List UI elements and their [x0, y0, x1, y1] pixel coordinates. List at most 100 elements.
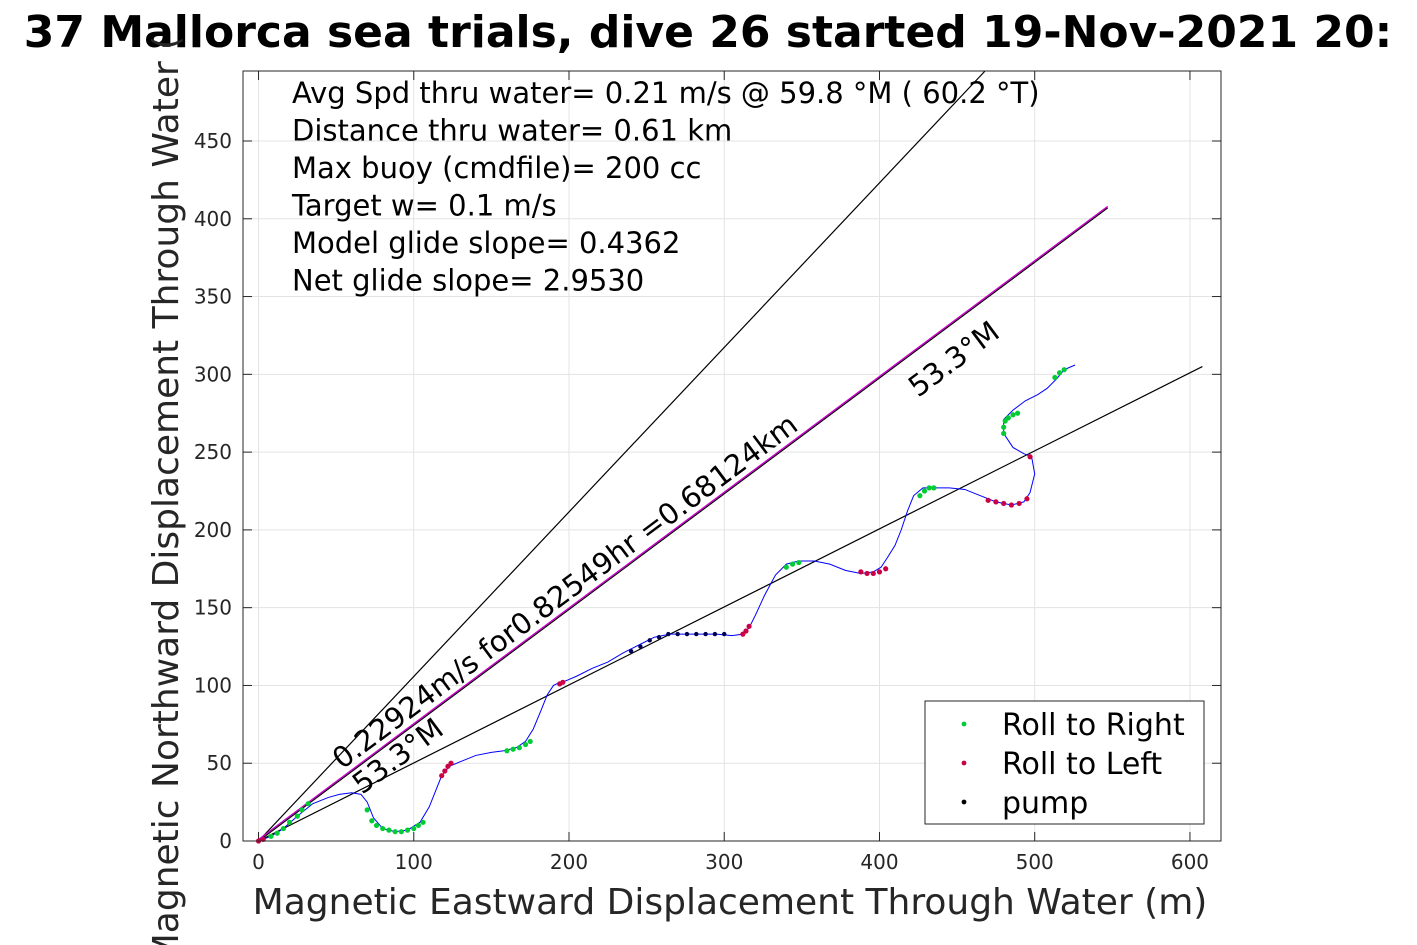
- stats-line: Distance thru water= 0.61 km: [292, 114, 732, 148]
- roll-left-point: [876, 569, 883, 575]
- pump-point: [628, 649, 634, 654]
- roll-left-point: [883, 566, 889, 572]
- roll-right-point: [510, 746, 516, 752]
- pump-point: [684, 631, 690, 637]
- roll-right-point: [415, 822, 422, 829]
- roll-right-point: [386, 827, 392, 833]
- y-tick-label: 450: [194, 129, 232, 153]
- x-tick-label: 200: [550, 850, 588, 874]
- roll-right-point: [373, 822, 380, 829]
- roll-right-point: [392, 829, 398, 835]
- roll-right-point: [796, 559, 802, 566]
- roll-right-point: [380, 825, 386, 832]
- roll-left-point: [442, 768, 448, 774]
- roll-left-point: [864, 570, 870, 577]
- roll-right-point: [411, 825, 417, 832]
- stats-line: Avg Spd thru water= 0.21 m/s @ 59.8 °M (…: [292, 76, 1040, 110]
- x-tick-label: 0: [252, 850, 265, 874]
- y-tick-label: 250: [194, 440, 232, 464]
- roll-right-point: [921, 488, 928, 494]
- y-tick-label: 150: [194, 596, 232, 620]
- reference-line: [258, 70, 986, 842]
- stats-line: Model glide slope= 0.4362: [292, 226, 680, 260]
- y-tick-label: 100: [194, 673, 232, 697]
- roll-left-point: [746, 623, 752, 629]
- roll-right-point: [527, 738, 533, 745]
- y-tick-label: 300: [194, 362, 232, 386]
- model-glide-line: [258, 205, 1109, 841]
- pump-point: [712, 631, 718, 637]
- roll-left-point: [743, 628, 749, 634]
- roll-left-point: [1001, 500, 1007, 507]
- roll-right-point: [789, 561, 796, 567]
- pump-point: [703, 631, 708, 637]
- roll-right-point: [1010, 412, 1016, 418]
- x-tick-label: 300: [705, 850, 743, 874]
- y-tick-label: 400: [194, 207, 232, 231]
- marker-layer: [255, 367, 1067, 844]
- reference-line: [258, 207, 1109, 842]
- roll-left-point: [448, 760, 454, 766]
- roll-right-point: [305, 801, 311, 807]
- plot-frame: [242, 70, 1222, 842]
- roll-right-point: [522, 741, 529, 748]
- stats-line: Target w= 0.1 m/s: [291, 189, 557, 223]
- legend-label: Roll to Left: [1002, 747, 1162, 782]
- roll-left-point: [1024, 496, 1030, 502]
- y-tick-label: 200: [194, 518, 232, 542]
- roll-right-point: [286, 819, 293, 825]
- reference-line: [258, 366, 1203, 842]
- roll-right-point: [1005, 415, 1011, 421]
- legend-label: Roll to Right: [1002, 708, 1185, 743]
- roll-right-point: [917, 493, 923, 499]
- x-tick-label: 600: [1171, 850, 1209, 874]
- y-axis-label: Magnetic Northward Displacement Through …: [146, 36, 187, 945]
- x-tick-label: 100: [395, 850, 433, 874]
- roll-right-point: [268, 833, 274, 839]
- pump-point: [722, 631, 727, 637]
- roll-left-point: [1008, 502, 1015, 508]
- y-tick-label: 50: [207, 751, 232, 775]
- x-tick-label: 400: [860, 850, 898, 874]
- roll-right-point: [299, 807, 305, 813]
- roll-right-point: [1052, 374, 1058, 381]
- x-tick-label: 500: [1016, 850, 1054, 874]
- axis-ticks: 0 100 200 300 400 500 600 0 50 100 150 200 250 300 350…: [194, 71, 1221, 874]
- pump-point: [647, 638, 652, 643]
- pump-point: [694, 631, 699, 637]
- legend-marker: [961, 721, 967, 727]
- pump-point: [666, 631, 671, 637]
- chart-title: 37 Mallorca sea trials, dive 26 started …: [24, 7, 1392, 58]
- pump-point: [656, 635, 662, 640]
- roll-right-point: [369, 818, 375, 824]
- roll-right-point: [1001, 424, 1007, 430]
- stats-line: Max buoy (cmdfile)= 200 cc: [292, 151, 701, 185]
- stats-block: Avg Spd thru water= 0.21 m/s @ 59.8 °M (…: [291, 76, 1040, 298]
- roll-right-point: [516, 745, 522, 751]
- roll-left-point: [870, 570, 876, 577]
- legend-marker: [961, 760, 967, 766]
- roll-left-point: [560, 679, 566, 685]
- roll-right-point: [280, 825, 286, 832]
- legend: Roll to Right Roll to Left pump: [924, 700, 1205, 825]
- stats-line: Net glide slope= 2.9530: [292, 264, 644, 298]
- roll-right-point: [274, 830, 280, 836]
- roll-right-point: [931, 485, 937, 491]
- roll-left-point: [439, 773, 445, 779]
- roll-right-point: [783, 564, 789, 570]
- roll-left-point: [858, 569, 864, 575]
- x-axis-label: Magnetic Eastward Displacement Through W…: [253, 882, 1208, 923]
- roll-right-point: [294, 813, 300, 819]
- roll-right-point: [926, 485, 932, 491]
- y-tick-label: 0: [219, 829, 232, 853]
- pump-point: [638, 644, 643, 649]
- legend-box: [924, 700, 1205, 825]
- roll-left-point: [1027, 454, 1033, 460]
- roll-right-point: [404, 827, 411, 833]
- legend-label: pump: [1002, 786, 1088, 821]
- roll-left-point: [985, 497, 991, 503]
- roll-right-point: [420, 819, 426, 825]
- pump-point: [675, 631, 680, 637]
- roll-right-point: [1001, 430, 1007, 437]
